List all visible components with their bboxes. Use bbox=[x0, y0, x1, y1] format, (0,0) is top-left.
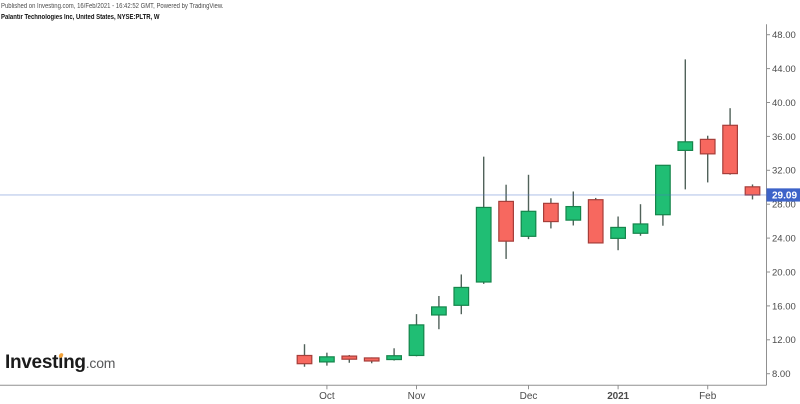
candle-body bbox=[431, 306, 447, 316]
candle-body bbox=[386, 355, 402, 361]
candle-body bbox=[520, 210, 537, 237]
candle-body bbox=[610, 226, 626, 239]
time-tick-label: Nov bbox=[408, 391, 426, 402]
price-tick-label: 12.00 bbox=[772, 335, 796, 346]
investing-logo-brand: Investıng bbox=[5, 352, 86, 373]
price-tick-label: 20.00 bbox=[772, 267, 796, 278]
time-tick-label: Feb bbox=[699, 391, 717, 402]
time-tick-label: Oct bbox=[319, 391, 335, 402]
price-tick-label: 40.00 bbox=[772, 98, 796, 109]
candle-body bbox=[565, 205, 582, 221]
candle-body bbox=[722, 124, 738, 175]
last-price-badge bbox=[766, 188, 800, 202]
candle-body bbox=[296, 354, 313, 365]
candle-body bbox=[341, 355, 358, 360]
price-tick-label: 32.00 bbox=[772, 166, 796, 177]
time-tick-label: 2021 bbox=[607, 391, 629, 402]
candle-body bbox=[677, 141, 694, 151]
price-tick-label: 36.00 bbox=[772, 132, 796, 143]
price-tick-label: 8.00 bbox=[772, 369, 791, 380]
candle-body bbox=[363, 357, 380, 362]
candle-body bbox=[632, 223, 649, 234]
candle-body bbox=[408, 324, 425, 357]
candle-body bbox=[587, 199, 604, 244]
price-tick-label: 24.00 bbox=[772, 234, 796, 245]
time-tick-label: Dec bbox=[520, 391, 538, 402]
price-tick-label: 44.00 bbox=[772, 64, 796, 75]
candle-body bbox=[319, 356, 335, 363]
last-price-badge-label: 29.09 bbox=[772, 190, 797, 201]
instrument-title: Palantir Technologies Inc, United States… bbox=[1, 13, 160, 21]
published-caption: Published on Investing.com, 16/Feb/2021 … bbox=[1, 3, 224, 10]
candle-body bbox=[498, 200, 514, 242]
candle-body bbox=[542, 202, 559, 223]
price-tick-label: 48.00 bbox=[772, 30, 796, 41]
price-tick-label: 28.00 bbox=[772, 200, 796, 211]
price-tick-label: 16.00 bbox=[772, 301, 796, 312]
investing-logo-tld: .com bbox=[85, 355, 116, 371]
investing-logo: Investıng.com bbox=[5, 352, 115, 374]
candle-body bbox=[453, 286, 470, 306]
candle-body bbox=[654, 164, 671, 216]
candle-body bbox=[699, 138, 716, 155]
candle-body bbox=[744, 186, 761, 196]
candle-body bbox=[475, 206, 492, 283]
